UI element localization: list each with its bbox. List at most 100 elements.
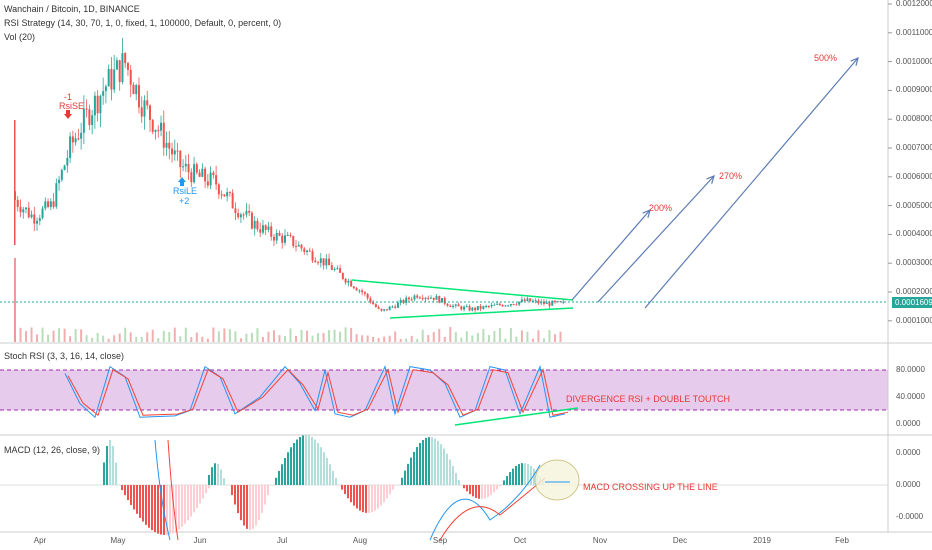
macd-hist-bar — [217, 464, 219, 485]
candle-body — [383, 309, 386, 311]
candle-body — [250, 212, 253, 229]
candle-body — [52, 201, 55, 207]
candle-body — [162, 122, 165, 148]
volume-bar — [195, 332, 198, 342]
macd-signal-line — [167, 439, 179, 541]
volume-bar — [179, 336, 182, 342]
volume-bar — [366, 335, 369, 342]
candle-body — [416, 295, 419, 298]
macd-hist-bar — [493, 485, 495, 493]
candle-body — [179, 150, 182, 168]
macd-hist-bar — [214, 463, 216, 485]
price-tick-label: 0.0001000 — [896, 315, 932, 325]
volume-bar — [498, 328, 501, 342]
macd-hist-bar — [220, 469, 222, 485]
volume-bar — [410, 335, 413, 342]
volume-bar — [36, 334, 39, 342]
volume-bar — [542, 338, 545, 342]
macd-hist-bar — [466, 485, 468, 492]
macd-hist-bar — [133, 485, 135, 510]
arrow-500-head — [850, 56, 859, 66]
stoch-tick-label: 80.0000 — [896, 365, 925, 374]
candle-body — [388, 306, 391, 311]
candle-body — [47, 201, 50, 207]
candle-body — [374, 304, 377, 308]
candle-body — [402, 299, 405, 303]
macd-hist-bar — [127, 485, 129, 501]
macd-hist-bar — [383, 485, 385, 503]
macd-hist-bar — [455, 472, 457, 485]
macd-hist-bar — [302, 435, 304, 485]
candle-body — [468, 306, 471, 311]
macd-hist-bar — [193, 485, 195, 513]
candle-body — [286, 234, 289, 236]
macd-hist-bar — [478, 485, 480, 499]
macd-hist-bar — [380, 485, 382, 506]
price-tick-label: 0.0003000 — [896, 258, 932, 268]
symbol-title: Wanchain / Bitcoin, 1D, BINANCE — [4, 4, 140, 14]
target-200-label: 200% — [649, 203, 673, 213]
macd-hist-bar — [374, 485, 376, 511]
candle-body — [107, 69, 110, 87]
candle-body — [551, 300, 554, 306]
macd-hist-bar — [139, 485, 141, 518]
candle-body — [441, 298, 444, 303]
volume-bar — [531, 338, 534, 342]
macd-hist-bar — [178, 485, 180, 530]
macd-hist-bar — [503, 480, 505, 485]
candle-body — [545, 302, 548, 304]
volume-bar — [487, 335, 490, 342]
volume-bar — [559, 331, 562, 342]
volume-bar — [206, 338, 209, 342]
short-signal-count: -1 — [64, 92, 73, 102]
candle-body — [74, 138, 77, 143]
volume-bar — [460, 337, 463, 342]
candle-body — [19, 206, 22, 213]
price-tick-label: 0.0008000 — [896, 114, 932, 124]
candle-body — [36, 220, 39, 224]
macd-hist-bar — [246, 485, 248, 529]
candle-body — [132, 84, 135, 95]
macd-hist-bar — [211, 467, 213, 485]
macd-line-recent — [429, 464, 541, 541]
candle-body — [471, 307, 474, 311]
candle-body — [110, 69, 113, 90]
candle-body — [99, 95, 102, 114]
macd-hist-bar — [255, 485, 257, 526]
volume-bar — [509, 328, 512, 342]
stoch-band — [0, 370, 888, 410]
candle-body — [201, 168, 204, 177]
candle-body — [272, 236, 275, 241]
macd-hist-bar — [350, 485, 352, 503]
time-tick-label: 2019 — [753, 536, 771, 545]
volume-bar — [537, 330, 540, 342]
macd-hist-bar — [496, 485, 498, 490]
volume-bar — [295, 336, 298, 342]
volume-bar — [223, 328, 226, 342]
time-tick-label: May — [110, 536, 126, 545]
candle-body — [63, 165, 66, 170]
candle-body — [311, 251, 314, 261]
candle-body — [212, 172, 215, 176]
volume-bar — [482, 328, 485, 342]
candle-body — [256, 220, 259, 230]
candle-body — [518, 301, 521, 305]
candle-body — [341, 272, 344, 279]
candle-body — [507, 305, 510, 307]
candle-body — [69, 136, 72, 158]
candle-body — [308, 250, 311, 252]
candle-body — [176, 150, 179, 152]
macd-hist-bar — [521, 463, 523, 485]
candle-body — [493, 304, 496, 306]
candle-body — [504, 305, 507, 307]
volume-bar — [443, 336, 446, 342]
macd-hist-bar — [377, 485, 379, 509]
volume-bar — [113, 335, 116, 342]
candle-body — [460, 306, 463, 310]
candle-body — [16, 200, 19, 207]
candle-body — [104, 86, 107, 92]
candle-body — [215, 175, 218, 185]
candle-body — [380, 308, 383, 311]
arrow-270 — [597, 175, 715, 303]
